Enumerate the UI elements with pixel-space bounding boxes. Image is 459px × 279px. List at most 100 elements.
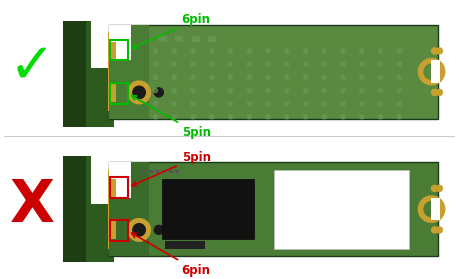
Circle shape [210, 49, 214, 53]
Circle shape [360, 102, 364, 106]
Circle shape [360, 115, 364, 119]
Circle shape [322, 49, 326, 53]
Bar [63, 21, 86, 127]
Circle shape [397, 115, 401, 119]
Bar [63, 156, 86, 262]
Circle shape [191, 115, 195, 119]
Circle shape [266, 62, 270, 66]
Circle shape [266, 102, 270, 106]
Circle shape [191, 88, 195, 93]
Circle shape [191, 62, 195, 66]
Circle shape [379, 75, 383, 80]
Bar [108, 42, 117, 60]
Circle shape [247, 115, 252, 119]
Circle shape [360, 62, 364, 66]
Circle shape [266, 88, 270, 93]
Circle shape [303, 75, 308, 80]
Circle shape [431, 206, 437, 212]
Circle shape [322, 115, 326, 119]
Circle shape [424, 202, 439, 217]
Circle shape [153, 75, 157, 80]
Bar [91, 15, 114, 68]
Circle shape [153, 102, 157, 106]
Circle shape [285, 88, 289, 93]
Bar [110, 25, 149, 119]
Text: 5pin: 5pin [132, 151, 211, 186]
Circle shape [341, 49, 345, 53]
Bar [63, 21, 114, 127]
Bar [142, 170, 146, 173]
Bar [431, 60, 440, 83]
Circle shape [303, 115, 308, 119]
Circle shape [285, 62, 289, 66]
Circle shape [229, 75, 233, 80]
Bar [107, 32, 112, 111]
Bar [110, 220, 128, 241]
Circle shape [133, 86, 146, 99]
Circle shape [431, 48, 437, 54]
Circle shape [379, 115, 383, 119]
Bar [162, 179, 254, 239]
Circle shape [153, 88, 157, 93]
Text: 6pin: 6pin [132, 233, 211, 277]
Circle shape [210, 102, 214, 106]
Bar [107, 170, 112, 249]
Circle shape [341, 75, 345, 80]
Circle shape [437, 206, 442, 212]
Circle shape [229, 102, 233, 106]
Circle shape [341, 62, 345, 66]
Circle shape [172, 115, 176, 119]
Text: 6pin: 6pin [132, 13, 211, 48]
Circle shape [285, 75, 289, 80]
Bar [110, 25, 438, 119]
Bar [108, 83, 117, 102]
Circle shape [341, 88, 345, 93]
Bar [108, 179, 117, 198]
Circle shape [379, 102, 383, 106]
Circle shape [172, 75, 176, 80]
Circle shape [431, 185, 437, 191]
Circle shape [266, 115, 270, 119]
Circle shape [210, 115, 214, 119]
Circle shape [431, 89, 437, 95]
Circle shape [379, 49, 383, 53]
Bar [108, 220, 117, 239]
Bar [156, 170, 159, 173]
Circle shape [153, 49, 157, 53]
Circle shape [303, 102, 308, 106]
Bar [159, 36, 167, 42]
Circle shape [379, 88, 383, 93]
Circle shape [191, 75, 195, 80]
Circle shape [285, 115, 289, 119]
Circle shape [397, 75, 401, 80]
Circle shape [172, 88, 176, 93]
Circle shape [247, 62, 252, 66]
Circle shape [210, 75, 214, 80]
Circle shape [154, 88, 163, 97]
Circle shape [303, 49, 308, 53]
Circle shape [153, 62, 157, 66]
Circle shape [303, 88, 308, 93]
Circle shape [322, 88, 326, 93]
Circle shape [247, 102, 252, 106]
Circle shape [397, 62, 401, 66]
Circle shape [172, 62, 176, 66]
Bar [110, 40, 128, 60]
Circle shape [133, 224, 146, 236]
Circle shape [360, 75, 364, 80]
Circle shape [360, 49, 364, 53]
Bar [175, 36, 184, 42]
Circle shape [437, 89, 442, 95]
Bar [162, 170, 166, 173]
Circle shape [229, 88, 233, 93]
Circle shape [247, 49, 252, 53]
Bar [208, 36, 216, 42]
Circle shape [154, 225, 163, 234]
Circle shape [191, 49, 195, 53]
Bar [110, 177, 128, 198]
Circle shape [418, 59, 445, 85]
Circle shape [285, 102, 289, 106]
Circle shape [341, 115, 345, 119]
Bar [110, 162, 438, 256]
Bar [192, 36, 200, 42]
